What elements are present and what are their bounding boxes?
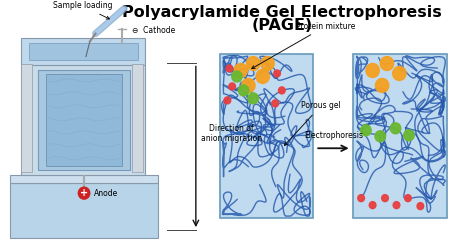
Circle shape xyxy=(229,83,236,90)
Circle shape xyxy=(226,65,233,72)
Circle shape xyxy=(393,202,400,209)
Circle shape xyxy=(369,202,376,209)
Circle shape xyxy=(78,187,90,199)
Polygon shape xyxy=(28,43,137,61)
Circle shape xyxy=(242,78,255,93)
Circle shape xyxy=(405,195,411,202)
Text: Polyacrylamide Gel Electrophoresis: Polyacrylamide Gel Electrophoresis xyxy=(122,5,442,20)
Text: Electrophoresis: Electrophoresis xyxy=(304,131,363,140)
Circle shape xyxy=(390,123,401,134)
Text: (PAGE): (PAGE) xyxy=(251,18,312,32)
Circle shape xyxy=(366,63,379,77)
Circle shape xyxy=(382,195,388,202)
Circle shape xyxy=(238,85,249,96)
Circle shape xyxy=(246,57,260,70)
Circle shape xyxy=(375,131,385,142)
Circle shape xyxy=(404,130,414,141)
Circle shape xyxy=(380,57,393,70)
Circle shape xyxy=(272,100,279,107)
FancyBboxPatch shape xyxy=(354,54,447,218)
Circle shape xyxy=(358,195,365,202)
Text: Sample loading: Sample loading xyxy=(53,1,112,19)
Circle shape xyxy=(232,71,242,82)
Circle shape xyxy=(392,66,406,80)
Polygon shape xyxy=(21,64,33,172)
Polygon shape xyxy=(46,74,122,166)
Circle shape xyxy=(234,63,247,77)
Text: Direction of
anion migration: Direction of anion migration xyxy=(201,124,262,143)
Text: +: + xyxy=(80,188,88,198)
Text: Porous gel: Porous gel xyxy=(284,101,341,145)
Circle shape xyxy=(256,69,269,83)
Circle shape xyxy=(375,78,389,93)
Polygon shape xyxy=(9,183,158,238)
Polygon shape xyxy=(21,65,145,175)
Circle shape xyxy=(224,97,231,104)
Circle shape xyxy=(261,57,274,70)
Polygon shape xyxy=(38,70,130,170)
Polygon shape xyxy=(21,37,145,65)
Polygon shape xyxy=(9,175,158,183)
Circle shape xyxy=(361,125,371,136)
Text: Protein mixture: Protein mixture xyxy=(252,22,356,68)
FancyBboxPatch shape xyxy=(220,54,313,218)
Circle shape xyxy=(417,203,424,210)
Circle shape xyxy=(248,93,258,104)
Text: Anode: Anode xyxy=(94,189,118,198)
Circle shape xyxy=(273,70,281,77)
Polygon shape xyxy=(132,64,143,172)
Text: ⊖  Cathode: ⊖ Cathode xyxy=(132,26,175,35)
Circle shape xyxy=(279,87,285,94)
